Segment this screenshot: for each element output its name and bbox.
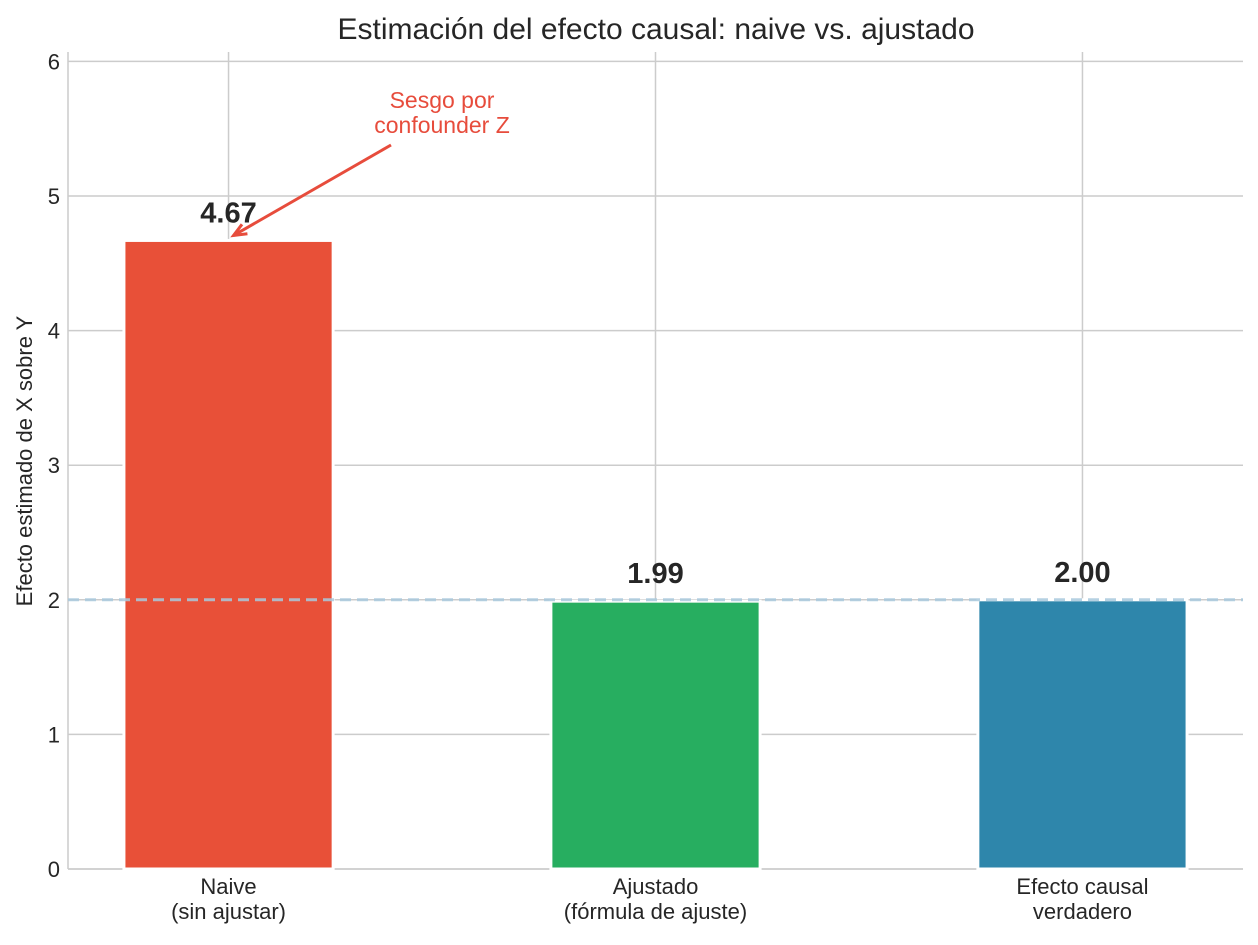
data-label: 1.99 [627, 558, 683, 590]
data-labels: 4.67 1.99 2.00 [200, 197, 1110, 590]
x-tick-label-line: (sin ajustar) [171, 899, 286, 924]
x-tick-label: Efecto causal verdadero [1016, 874, 1148, 924]
arrowhead-icon [230, 223, 248, 238]
chart-title: Estimación del efecto causal: naive vs. … [337, 13, 974, 46]
annotation-text-line: Sesgo por [390, 87, 495, 113]
ticks: 0 1 2 3 4 5 6 Naive (sin ajustar) Ajustado (fórmul… [48, 49, 1149, 924]
x-tick-label-line: (fórmula de ajuste) [564, 899, 747, 924]
bars [122, 238, 1189, 871]
y-tick-label: 5 [48, 184, 60, 209]
data-label: 4.67 [200, 197, 256, 229]
bar [122, 238, 335, 871]
y-tick-label: 3 [48, 453, 60, 478]
annotation-arrow [232, 143, 392, 237]
y-tick-label: 6 [48, 49, 60, 74]
y-axis-label: Efecto estimado de X sobre Y [12, 315, 37, 606]
annotation-text: Sesgo por confounder Z [374, 87, 510, 138]
bar [549, 599, 762, 871]
x-tick-label-line: verdadero [1033, 899, 1132, 924]
y-tick-label: 2 [48, 588, 60, 613]
data-label: 2.00 [1054, 557, 1110, 589]
annotation-text-line: confounder Z [374, 112, 510, 138]
annotation: Sesgo por confounder Z [230, 87, 510, 238]
x-tick-label: Ajustado (fórmula de ajuste) [564, 874, 747, 924]
bar [976, 598, 1189, 871]
y-tick-label: 4 [48, 319, 60, 344]
x-tick-label-line: Ajustado [613, 874, 699, 899]
y-tick-label: 1 [48, 722, 60, 747]
x-tick-label-line: Naive [200, 874, 256, 899]
x-tick-label: Naive (sin ajustar) [171, 874, 286, 924]
y-tick-label: 0 [48, 857, 60, 882]
x-tick-label-line: Efecto causal [1016, 874, 1148, 899]
